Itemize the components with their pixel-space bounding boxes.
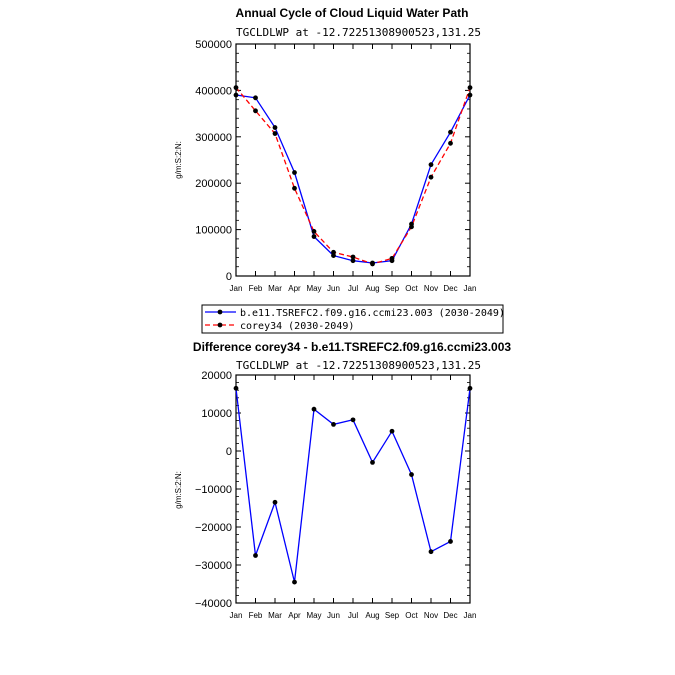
bottom-x-tick-label: Jun — [327, 611, 340, 620]
bottom-series-1-point — [331, 422, 336, 427]
top-x-tick-label: Feb — [249, 284, 263, 293]
legend-box — [201, 304, 504, 334]
top-plot-frame — [235, 43, 471, 277]
top-series-1-point — [448, 129, 453, 135]
top-x-tick-label: Oct — [405, 284, 418, 293]
legend: b.e11.TSREFC2.f09.g16.ccmi23.003 (2030-2… — [201, 304, 505, 334]
top-series-2-point — [253, 108, 258, 114]
bottom-series-1-point — [292, 579, 297, 585]
top-y-tick-label: 400000 — [195, 85, 232, 97]
bottom-x-tick-label: May — [306, 611, 321, 620]
top-series-1-line — [235, 94, 471, 264]
top-y-tick-label: 200000 — [195, 178, 232, 190]
bottom-x-tick-label: Oct — [405, 611, 418, 620]
top-y-tick-label: 0 — [226, 271, 232, 283]
legend-label-series-1: b.e11.TSREFC2.f09.g16.ccmi23.003 (2030-2… — [240, 308, 505, 319]
top-y-axis-label: g/m:S:2:N: — [174, 141, 183, 179]
bottom-series-1-point — [448, 539, 453, 544]
bottom-y-tick-label: 10000 — [201, 408, 232, 420]
top-y-tick-label: 100000 — [195, 225, 232, 237]
bottom-series-1-point — [389, 428, 395, 434]
bottom-x-tick-label: Jan — [464, 611, 477, 620]
top-series-2-point — [467, 85, 473, 91]
top-series-2-point — [448, 140, 453, 146]
bottom-plot-frame — [235, 374, 471, 604]
top-x-tick-label: Dec — [443, 284, 457, 293]
top-series-1-point — [311, 234, 317, 239]
legend-marker-series-2 — [217, 322, 223, 328]
bottom-x-tick-label: Mar — [268, 611, 282, 620]
top-series-2-line — [235, 87, 471, 265]
bottom-y-tick-label: −10000 — [195, 484, 232, 496]
legend-label-series-2: corey34 (2030-2049) — [240, 321, 354, 332]
bottom-x-tick-label: Jul — [348, 611, 358, 620]
bottom-series-1-point — [311, 406, 317, 412]
top-chart-subtitle: TGCLDLWP at -12.72251308900523,131.25 — [236, 26, 481, 39]
top-x-tick-label: Mar — [268, 284, 282, 293]
top-series-2-point — [409, 224, 414, 230]
top-y-tick-label: 500000 — [195, 39, 232, 51]
top-x-tick-label: Aug — [365, 284, 379, 293]
top-series-2-point — [272, 131, 278, 136]
top-series-2-point — [311, 229, 317, 234]
bottom-series-1-line — [235, 388, 471, 583]
bottom-series-1-point — [467, 385, 473, 391]
top-series-1-point — [233, 92, 239, 98]
bottom-series-1-point — [370, 460, 375, 465]
bottom-x-tick-label: Apr — [288, 611, 301, 620]
top-series-2-point — [428, 174, 434, 180]
top-series-1-point — [350, 258, 356, 264]
legend-marker-series-1 — [217, 309, 223, 315]
bottom-x-tick-label: Jan — [230, 611, 243, 620]
bottom-series-1-point — [428, 549, 434, 555]
top-x-tick-label: Nov — [424, 284, 438, 293]
top-series-1-point — [467, 92, 473, 98]
top-series-2-point — [350, 254, 356, 260]
bottom-x-tick-label: Dec — [443, 611, 457, 620]
top-series-2-point — [370, 261, 375, 267]
bottom-chart-subtitle: TGCLDLWP at -12.72251308900523,131.25 — [236, 359, 481, 372]
bottom-plot-area: −40000 −30000 −20000 −10000 0 10000 20000 Jan Fe… — [195, 370, 476, 620]
bottom-x-tick-label: Aug — [365, 611, 379, 620]
top-x-tick-label: Apr — [288, 284, 301, 293]
top-x-tick-label: Jul — [348, 284, 358, 293]
bottom-y-tick-label: −20000 — [195, 522, 232, 534]
top-x-tick-label: Sep — [385, 284, 400, 293]
top-x-tick-label: Jun — [327, 284, 340, 293]
bottom-x-tick-label: Feb — [249, 611, 263, 620]
bottom-y-tick-label: 0 — [226, 446, 232, 458]
bottom-series-1-point — [350, 417, 356, 423]
top-chart-title: Annual Cycle of Cloud Liquid Water Path — [236, 6, 469, 20]
bottom-y-tick-label: 20000 — [201, 370, 232, 382]
bottom-x-tick-label: Nov — [424, 611, 438, 620]
top-series-1-point — [292, 170, 297, 175]
bottom-series-1-point — [409, 472, 414, 477]
top-series-1-point — [428, 162, 434, 168]
bottom-chart-title: Difference corey34 - b.e11.TSREFC2.f09.g… — [193, 340, 511, 354]
bottom-y-tick-label: −30000 — [195, 560, 232, 572]
top-y-tick-label: 300000 — [195, 132, 232, 144]
bottom-series-1-point — [253, 553, 258, 558]
top-x-tick-label: May — [306, 284, 321, 293]
top-series-1-point — [272, 125, 278, 130]
top-series-2-point — [233, 85, 239, 91]
top-series-2-point — [331, 249, 336, 255]
bottom-series-1-point — [233, 385, 239, 391]
top-x-tick-label: Jan — [464, 284, 477, 293]
bottom-y-axis-label: g/m:S:2:N: — [174, 471, 183, 509]
bottom-series-1-point — [272, 499, 278, 505]
top-plot-area: 0 100000 200000 300000 400000 500000 Jan Feb Mar… — [195, 39, 476, 293]
bottom-y-tick-label: −40000 — [195, 598, 232, 610]
top-x-tick-label: Jan — [230, 284, 243, 293]
top-series-1-point — [253, 95, 258, 101]
top-series-2-point — [292, 185, 297, 191]
top-series-2-point — [389, 255, 395, 261]
bottom-x-tick-label: Sep — [385, 611, 400, 620]
